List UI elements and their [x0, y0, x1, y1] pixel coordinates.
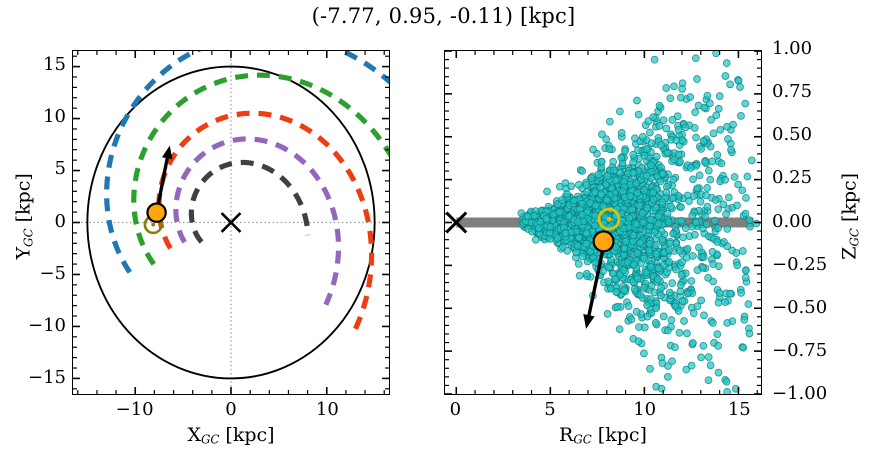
xtick-label-right-3: 15	[727, 399, 751, 420]
velocity-arrow-right	[583, 246, 606, 329]
disk-outer-circle	[86, 65, 376, 380]
xlabel-main-left: X	[187, 424, 201, 446]
ylabel-main-right: Z	[838, 246, 861, 260]
sun-ring-right	[597, 207, 621, 231]
xtick-label-left-2: 10	[315, 399, 339, 420]
xtick-label-right-1: 5	[544, 399, 556, 420]
right-panel-plot	[445, 51, 761, 394]
ytick-label-right-0: 1.00	[772, 38, 813, 59]
left-panel-plot	[73, 51, 389, 394]
left-axis-ticks	[73, 51, 389, 394]
ytick-label-left-0: 15	[43, 53, 66, 75]
spiral-arm-sagittarius-arm	[173, 136, 342, 306]
velocity-arrow-left	[154, 145, 173, 213]
ytick-label-right-6: −0.50	[772, 296, 828, 318]
right-panel-yaxis-label: ZGC [kpc]	[839, 156, 862, 276]
xtick-label-right-2: 10	[633, 399, 657, 420]
xtick-label-left-0: −10	[115, 399, 154, 420]
ytick-label-right-1: 0.75	[772, 81, 813, 103]
ytick-label-right-7: −0.75	[772, 339, 828, 361]
xlabel-sub-right: GC	[573, 432, 592, 447]
ytick-label-right-4: 0.00	[772, 210, 813, 232]
ytick-label-left-6: −15	[28, 367, 66, 389]
galactic-center-x-marker-right	[445, 211, 468, 234]
spiral-arm-perseus-arm	[131, 72, 389, 266]
left-panel-xy	[72, 50, 390, 395]
scatter-points-group	[517, 51, 761, 394]
ytick-label-left-4: −5	[39, 262, 66, 284]
figure-title: (-7.77, 0.95, -0.11) [kpc]	[311, 4, 576, 28]
ytick-label-right-8: −1.00	[772, 383, 828, 404]
left-panel-xaxis-label: XGC [kpc]	[72, 424, 390, 447]
ytick-label-right-5: −0.25	[772, 253, 828, 275]
ytick-label-right-3: 0.25	[772, 167, 813, 189]
xlabel-main-right: R	[559, 424, 574, 446]
xlabel-unit-right: [kpc]	[591, 424, 647, 446]
spiral-arm-outer-arm	[104, 51, 389, 274]
right-axis-ticks	[445, 51, 761, 394]
source-marker-left	[146, 202, 167, 223]
ytick-label-left-1: 10	[43, 105, 66, 127]
source-marker-right	[592, 230, 615, 253]
right-panel-xaxis-label: RGC [kpc]	[444, 424, 762, 447]
xtick-label-left-1: 0	[225, 399, 237, 420]
ylabel-unit-right: [kpc]	[838, 172, 861, 229]
ytick-label-left-2: 5	[54, 158, 66, 180]
spiral-arm-scutum-arm	[188, 159, 311, 244]
xtick-label-right-0: 0	[449, 399, 462, 420]
ytick-label-right-2: 0.50	[772, 124, 813, 146]
galactic-center-x-marker	[220, 212, 242, 233]
ytick-label-left-3: 0	[54, 210, 66, 232]
xlabel-sub-left: GC	[200, 432, 220, 447]
xlabel-unit-left: [kpc]	[219, 424, 275, 446]
right-panel-rz	[444, 50, 762, 395]
ytick-label-left-5: −10	[28, 315, 66, 337]
ylabel-sub-right: GC	[847, 228, 862, 247]
ylabel-main-left: Y	[12, 246, 35, 260]
